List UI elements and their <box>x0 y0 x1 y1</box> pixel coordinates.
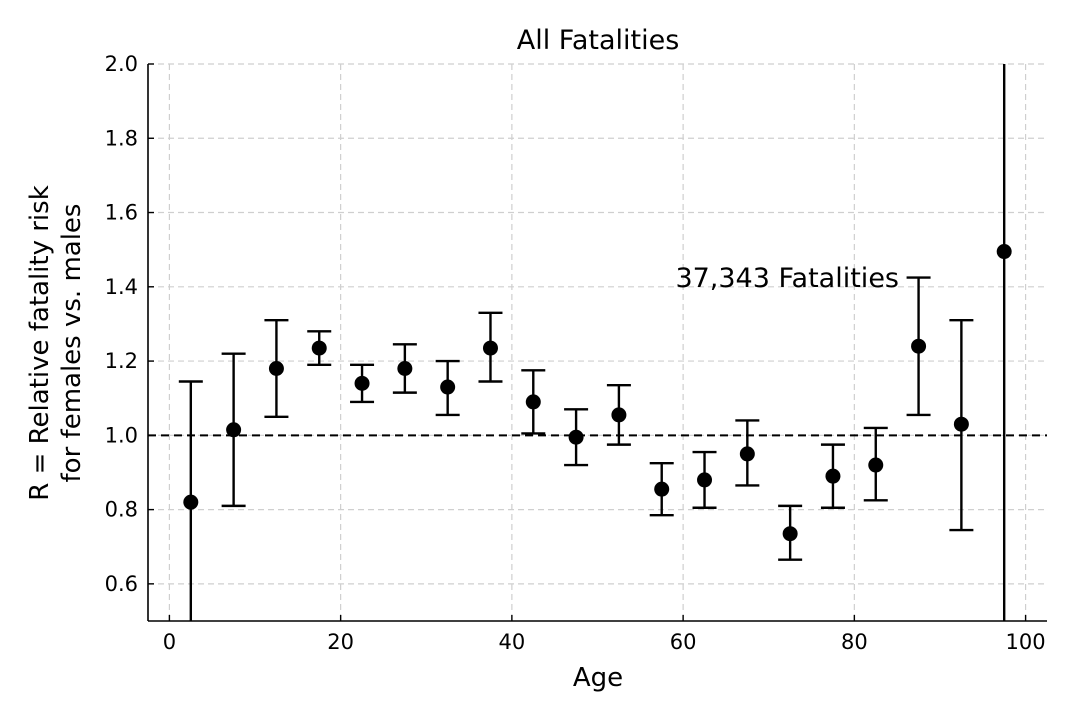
data-point <box>183 494 199 510</box>
data-point <box>482 340 498 356</box>
x-axis-label: Age <box>573 663 623 693</box>
y-tick-label: 1.6 <box>105 201 138 225</box>
x-tick-label: 100 <box>1006 630 1046 654</box>
data-points <box>183 244 1012 542</box>
y-tick-label: 1.2 <box>105 349 138 373</box>
data-point <box>568 429 584 445</box>
data-point <box>911 338 927 354</box>
y-tick-label: 1.0 <box>105 423 138 447</box>
y-tick-label: 0.6 <box>105 572 138 596</box>
data-point <box>226 422 242 438</box>
data-point <box>525 394 541 410</box>
data-point <box>953 416 969 432</box>
x-tick-label: 60 <box>670 630 697 654</box>
x-tick-label: 80 <box>841 630 868 654</box>
data-point <box>268 360 284 376</box>
x-tick-label: 40 <box>499 630 526 654</box>
x-tick-label: 20 <box>327 630 354 654</box>
y-tick-label: 0.8 <box>105 498 138 522</box>
y-tick-label: 1.4 <box>105 275 138 299</box>
data-point <box>654 481 670 497</box>
axes: 0 20 40 60 80 100 0.6 0.8 1.0 1.2 1.4 1.6 1.8 2.0 <box>105 52 1047 654</box>
error-bars <box>178 64 1006 621</box>
data-point <box>354 375 370 391</box>
data-point <box>697 472 713 488</box>
data-point <box>996 244 1012 260</box>
grid <box>148 63 1047 621</box>
fatalities-annotation: 37,343 Fatalities <box>675 263 899 294</box>
data-point <box>397 360 413 376</box>
data-point <box>311 340 327 356</box>
data-point <box>440 379 456 395</box>
data-point <box>611 407 627 423</box>
data-point <box>739 446 755 462</box>
y-tick-label: 1.8 <box>105 126 138 150</box>
y-axis-label-line1: R = Relative fatality risk <box>25 185 55 501</box>
y-tick-label: 2.0 <box>105 52 138 76</box>
x-tick-label: 0 <box>163 630 176 654</box>
y-axis-label-line2: for females vs. males <box>57 204 87 483</box>
data-point <box>782 526 798 542</box>
data-point <box>825 468 841 484</box>
data-point <box>868 457 884 473</box>
chart-title: All Fatalities <box>517 25 680 56</box>
